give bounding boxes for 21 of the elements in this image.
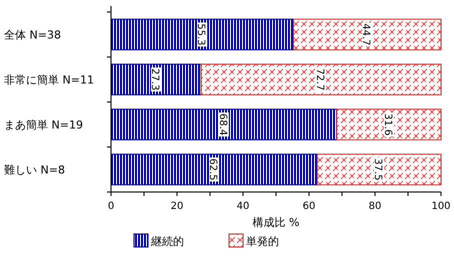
data-label: 27.3 bbox=[149, 68, 160, 91]
legend-label: 単発的 bbox=[246, 235, 279, 248]
data-label: 37.5 bbox=[372, 158, 384, 181]
x-tick-label: 60 bbox=[302, 201, 316, 212]
y-tick-label: 全体 N=38 bbox=[4, 28, 61, 42]
y-tick-label: 難しい N=8 bbox=[4, 164, 65, 176]
data-label: 68.4 bbox=[216, 113, 228, 136]
legend-label: 継続的 bbox=[150, 235, 184, 248]
x-tick-label: 100 bbox=[431, 201, 451, 212]
x-tick-label: 0 bbox=[108, 201, 114, 212]
data-label: 72.7 bbox=[314, 68, 326, 91]
data-label: 44.7 bbox=[360, 23, 372, 46]
x-tick-label: 20 bbox=[170, 201, 184, 212]
x-tick-label: 40 bbox=[236, 201, 250, 212]
y-tick-label: まあ簡単 N=19 bbox=[4, 118, 83, 132]
data-label: 62.5 bbox=[207, 158, 218, 181]
x-tick-label: 80 bbox=[368, 201, 382, 212]
data-label: 31.6 bbox=[382, 113, 393, 136]
y-tick-label: 非常に簡単 N=11 bbox=[4, 74, 94, 86]
data-label: 55.3 bbox=[195, 23, 206, 46]
x-axis-title: 構成比 % bbox=[252, 216, 300, 229]
